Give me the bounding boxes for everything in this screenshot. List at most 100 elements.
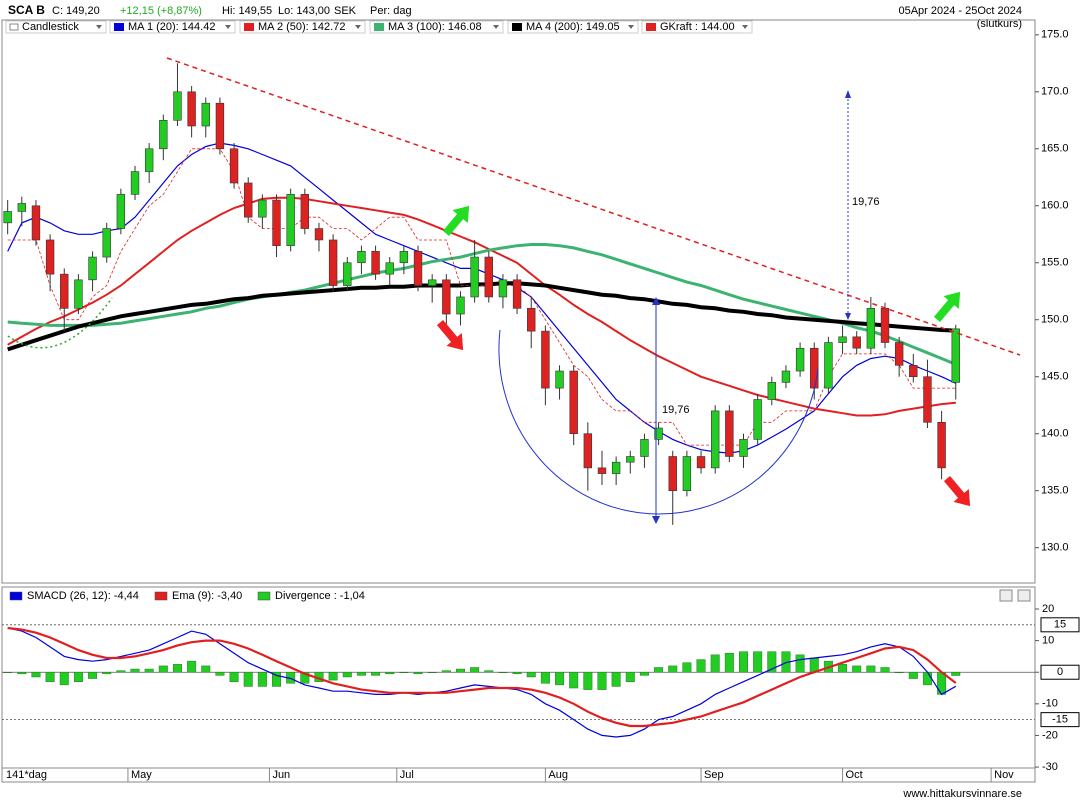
resize-icon[interactable] [1017,589,1031,602]
candle-body [838,336,847,343]
candle-body [74,279,83,309]
arrow-shape [436,319,464,351]
legend-label: SMACD (26, 12): -4,44 [27,590,139,602]
legend-dropdown [628,25,634,29]
divergence-bar [555,671,565,686]
legend-dropdown [225,25,231,29]
candle-body [427,279,437,286]
legend-item-box [641,20,753,34]
zoom-icon[interactable] [999,589,1013,602]
divergence-bar [951,671,961,676]
y-tick-label: 20 [1042,603,1054,615]
candle-body [498,279,508,298]
plot-layer: May Jun Jul Aug Sep Oct Nov 130.0 135.0 140.0 145.… [2,20,1080,782]
candle-body [541,330,550,389]
divergence-bar [371,671,381,676]
candle-body [555,370,564,389]
divergence-bar [753,651,763,673]
y-tick-label: 165.0 [1041,143,1069,155]
candle-body [456,296,465,315]
candle-body [640,439,649,457]
legend-label: MA 2 (50): 142.72 [258,21,345,33]
candle-body [569,370,578,435]
y-tick-label: -20 [1042,729,1058,741]
candle-body [229,148,239,184]
y-tick-label: 155.0 [1041,257,1069,269]
divergence-bar [880,667,890,673]
candle-body [696,456,706,469]
divergence-bar [187,660,197,673]
y-tick-label: -30 [1042,761,1058,773]
candle-body [880,308,890,343]
divergence-bar [668,665,678,673]
red-arrow [943,475,971,507]
divergence-bar [116,670,126,673]
legend-item-box [369,20,504,34]
divergence-bar [59,671,69,686]
candle-body [611,461,621,474]
candle-body [739,439,748,457]
candle-body [31,205,41,241]
divergence-bar [102,671,112,675]
price-panel [1,19,1036,584]
legend-label: MA 4 (200): 149.05 [526,21,620,33]
divergence-bar [569,671,579,689]
candle-body [668,456,677,491]
candle-body [682,456,692,491]
candle-body [385,262,394,275]
website: www.hittakursvinnare.se [902,788,1022,800]
legend-icon [9,23,19,31]
divergence-bar [215,671,225,676]
divergence-bar [795,654,805,673]
divergence-bar [710,654,720,673]
divergence-bar [611,671,621,687]
candle-body [866,308,876,349]
candle-body [413,251,423,286]
candle-body [937,422,946,469]
divergence-bar [540,671,550,684]
divergence-bar [512,671,522,675]
divergence-bar [625,671,635,682]
legend-label: MA 1 (20): 144.42 [128,21,215,33]
divergence-bar [838,664,848,673]
y-tick-label: 160.0 [1041,200,1069,212]
divergence-bar [767,651,777,673]
candle-body [810,347,819,389]
annotation: 19,76 [852,196,880,208]
divergence-bar [682,662,692,673]
divergence-bar [229,671,239,682]
divergence-bar [696,659,706,673]
candle-body [328,239,338,286]
period-days: 141*dag [6,769,47,781]
candle-body [852,336,861,349]
level-label: 15 [1054,619,1066,631]
divergence-bar [639,671,649,676]
legend-dropdown [96,25,102,29]
candle-body [767,382,776,400]
legend-dropdown [493,25,499,29]
y-tick-label: 135.0 [1041,485,1069,497]
x-axis-strip [1,767,1036,783]
candle-body [314,228,324,241]
green-arrow [442,205,470,237]
divergence-bar [201,665,211,673]
legend-swatch [9,591,23,601]
period: Per: dag [370,5,412,17]
level-box [1040,712,1080,728]
y-tick-label: 145.0 [1041,371,1069,383]
divergence-bar [427,671,437,673]
ma-line [7,142,957,454]
legend-label: Ema (9): -3,40 [172,590,242,602]
y-tick-label: 140.0 [1041,428,1069,440]
candle-body [654,427,663,440]
x-tick-label: Oct [846,769,863,781]
ma-line [7,281,956,352]
macd-line [7,627,957,738]
legend-swatch [374,23,384,31]
candle-body [17,203,27,212]
divergence-bar [45,671,55,682]
arrow-shape [442,205,470,237]
divergence-bar [88,671,98,679]
candle-body [300,194,310,229]
